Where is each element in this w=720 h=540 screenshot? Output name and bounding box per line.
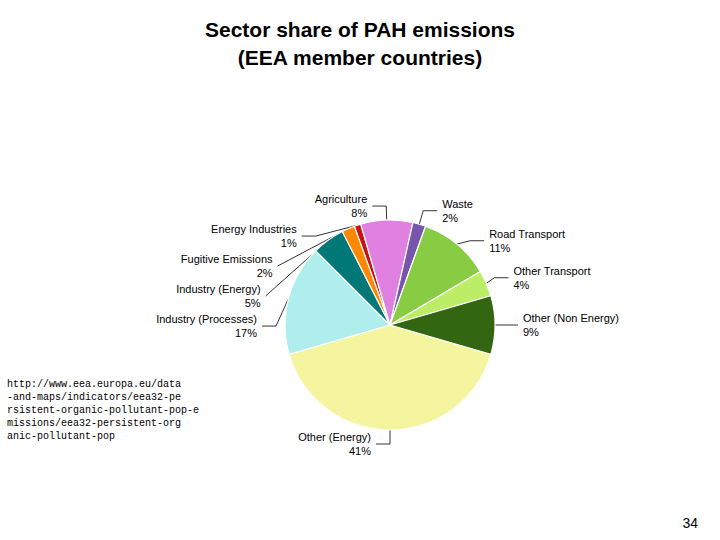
svg-text:4%: 4% [513,279,529,291]
svg-text:-and-maps/indicators/eea32-pe: -and-maps/indicators/eea32-pe [7,392,181,403]
svg-text:Other (Non Energy): Other (Non Energy) [523,312,619,324]
svg-text:5%: 5% [245,297,261,309]
svg-text:rsistent-organic-pollutant-pop: rsistent-organic-pollutant-pop-e [7,405,199,416]
svg-text:11%: 11% [489,242,510,254]
svg-text:Energy Industries: Energy Industries [211,223,297,235]
svg-text:8%: 8% [351,207,367,219]
svg-text:Other (Energy): Other (Energy) [298,431,371,443]
svg-text:Waste: Waste [442,198,473,210]
svg-text:Sector share of PAH emissions: Sector share of PAH emissions [205,18,515,41]
svg-text:missions/eea32-persistent-org: missions/eea32-persistent-org [7,418,181,429]
svg-text:2%: 2% [257,267,273,279]
svg-text:1%: 1% [281,237,297,249]
svg-text:anic-pollutant-pop: anic-pollutant-pop [7,431,115,442]
svg-text:Industry (Energy): Industry (Energy) [176,283,260,295]
svg-text:Fugitive Emissions: Fugitive Emissions [181,253,273,265]
svg-text:9%: 9% [523,326,539,338]
svg-text:41%: 41% [349,445,371,457]
svg-text:Road Transport: Road Transport [489,228,565,240]
svg-text:17%: 17% [235,327,257,339]
svg-text:2%: 2% [442,212,458,224]
svg-text:Agriculture: Agriculture [315,193,368,205]
svg-text:Industry (Processes): Industry (Processes) [156,313,257,325]
svg-text:http://www.eea.europa.eu/data: http://www.eea.europa.eu/data [7,379,181,390]
svg-text:(EEA member countries): (EEA member countries) [238,46,482,69]
svg-text:34: 34 [682,515,698,531]
svg-text:Other Transport: Other Transport [513,265,590,277]
